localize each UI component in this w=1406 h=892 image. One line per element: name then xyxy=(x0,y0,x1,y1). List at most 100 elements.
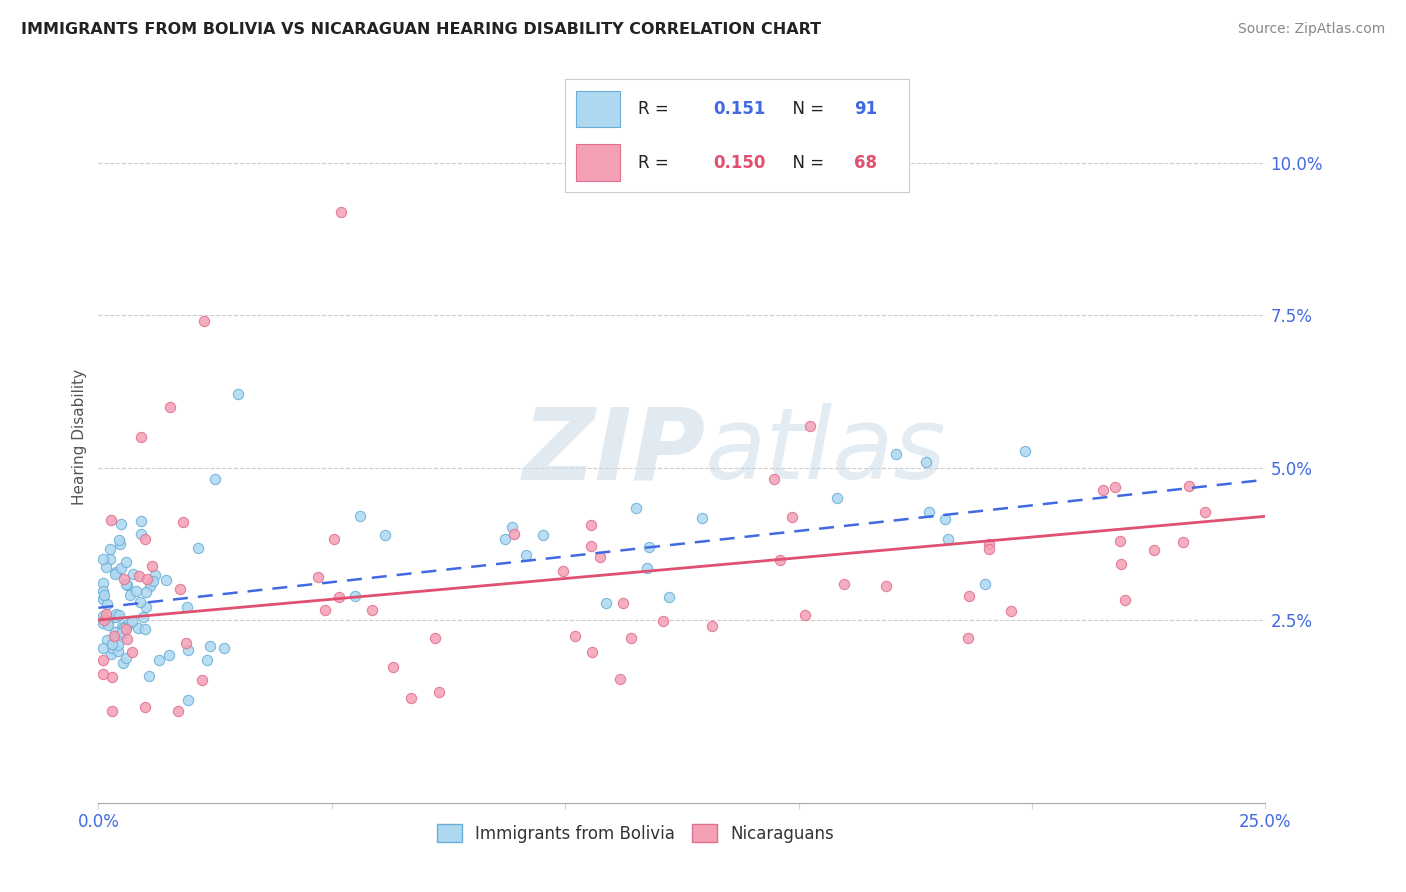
Point xyxy=(581,539,603,553)
Point xyxy=(115,651,138,665)
Point xyxy=(228,387,250,401)
Point xyxy=(169,582,191,596)
Point xyxy=(91,576,114,591)
Point xyxy=(139,579,162,593)
Point xyxy=(176,600,198,615)
Point xyxy=(117,578,139,592)
Point xyxy=(620,632,643,646)
Point xyxy=(129,514,152,528)
Point xyxy=(360,603,382,617)
Point xyxy=(110,516,132,531)
Point xyxy=(956,632,979,646)
Point xyxy=(135,585,157,599)
Point xyxy=(104,566,127,581)
Point xyxy=(1171,535,1194,549)
Point xyxy=(624,501,647,516)
Point xyxy=(93,588,115,602)
Point xyxy=(177,643,200,657)
Point xyxy=(112,619,135,633)
Point xyxy=(494,532,516,546)
Y-axis label: Hearing Disability: Hearing Disability xyxy=(72,369,87,505)
Point xyxy=(128,595,150,609)
Point xyxy=(553,564,575,578)
Point xyxy=(977,542,1000,557)
Point xyxy=(111,625,134,640)
Point xyxy=(399,691,422,706)
Point xyxy=(323,533,346,547)
Point xyxy=(427,685,450,699)
Point xyxy=(100,670,122,684)
Point xyxy=(131,526,153,541)
Point xyxy=(91,641,114,656)
Point xyxy=(193,314,215,328)
Point xyxy=(108,608,131,623)
Point xyxy=(128,568,150,582)
Point xyxy=(1109,557,1132,571)
Point xyxy=(1014,444,1036,458)
Point xyxy=(91,608,114,623)
Point xyxy=(98,552,121,566)
Point xyxy=(112,621,135,635)
Point xyxy=(977,537,1000,551)
Point xyxy=(93,613,115,627)
Point xyxy=(136,572,159,586)
Point xyxy=(832,577,855,591)
Point xyxy=(212,640,235,655)
Point xyxy=(112,621,135,635)
Point xyxy=(159,400,181,414)
Point xyxy=(141,559,163,574)
Point xyxy=(200,639,222,653)
Point xyxy=(794,607,817,622)
Point xyxy=(110,561,132,575)
Point xyxy=(875,579,897,593)
Point xyxy=(107,639,129,653)
Point xyxy=(104,610,127,624)
Point xyxy=(1178,479,1201,493)
Point xyxy=(104,607,127,621)
Point xyxy=(166,705,188,719)
Point xyxy=(1000,604,1022,618)
Text: IMMIGRANTS FROM BOLIVIA VS NICARAGUAN HEARING DISABILITY CORRELATION CHART: IMMIGRANTS FROM BOLIVIA VS NICARAGUAN HE… xyxy=(21,22,821,37)
Point xyxy=(91,584,114,599)
Point xyxy=(1194,505,1216,519)
Point xyxy=(129,430,152,444)
Point xyxy=(917,505,939,519)
Point xyxy=(204,472,226,486)
Point xyxy=(100,647,122,661)
Point xyxy=(155,573,177,587)
Point xyxy=(111,657,134,671)
Legend: Immigrants from Bolivia, Nicaraguans: Immigrants from Bolivia, Nicaraguans xyxy=(430,818,841,849)
Point xyxy=(307,570,329,584)
Point xyxy=(1092,483,1115,497)
Point xyxy=(177,693,200,707)
Point xyxy=(374,527,396,541)
Point xyxy=(195,653,218,667)
Point xyxy=(111,620,134,634)
Point xyxy=(94,560,117,574)
Point xyxy=(125,583,148,598)
Point xyxy=(589,549,612,564)
Point xyxy=(531,528,554,542)
Point xyxy=(97,618,120,632)
Point xyxy=(134,532,156,546)
Point xyxy=(702,619,724,633)
Point xyxy=(581,645,603,659)
Point xyxy=(138,669,160,683)
Point xyxy=(91,653,114,667)
Point xyxy=(799,419,821,434)
Point xyxy=(343,589,366,603)
Point xyxy=(957,590,980,604)
Point xyxy=(690,510,713,524)
Point xyxy=(107,644,129,658)
Text: Source: ZipAtlas.com: Source: ZipAtlas.com xyxy=(1237,22,1385,37)
Point xyxy=(825,491,848,505)
Point xyxy=(595,597,617,611)
Point xyxy=(579,518,602,533)
Point xyxy=(96,597,118,611)
Point xyxy=(934,512,956,526)
Point xyxy=(973,577,995,591)
Point xyxy=(763,472,786,486)
Point xyxy=(121,645,143,659)
Point xyxy=(612,596,634,610)
Point xyxy=(382,659,405,673)
